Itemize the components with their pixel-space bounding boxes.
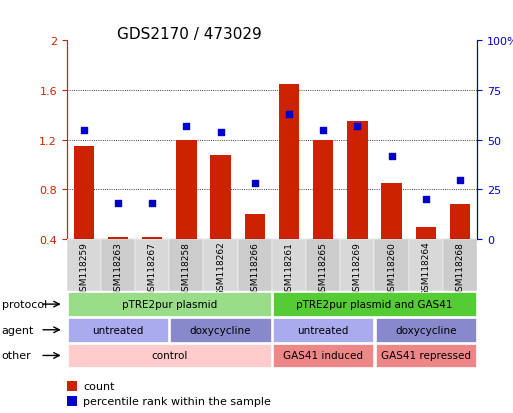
Bar	[376, 318, 476, 342]
Bar	[238, 240, 272, 291]
Bar	[68, 318, 168, 342]
Text: GSM118267: GSM118267	[148, 241, 156, 296]
Point	[80, 127, 88, 134]
Text: GSM118259: GSM118259	[80, 241, 88, 296]
Text: pTRE2pur plasmid and GAS41: pTRE2pur plasmid and GAS41	[296, 299, 453, 309]
Text: GSM118264: GSM118264	[421, 241, 430, 296]
Bar	[170, 318, 271, 342]
Text: control: control	[151, 351, 187, 361]
Point	[422, 197, 430, 203]
Bar	[142, 237, 163, 240]
Text: protocol: protocol	[2, 299, 47, 309]
Bar	[73, 147, 94, 240]
Text: GDS2170 / 473029: GDS2170 / 473029	[117, 27, 262, 42]
Bar	[306, 240, 340, 291]
Point	[216, 129, 225, 136]
Text: pTRE2pur plasmid: pTRE2pur plasmid	[122, 299, 217, 309]
Bar	[169, 240, 204, 291]
Bar	[313, 140, 333, 240]
Text: GSM118263: GSM118263	[113, 241, 123, 296]
Bar	[273, 318, 373, 342]
Bar	[376, 344, 476, 368]
Point	[182, 123, 190, 130]
Point	[456, 177, 464, 183]
Text: GSM118258: GSM118258	[182, 241, 191, 296]
Point	[251, 181, 259, 188]
Text: agent: agent	[2, 325, 34, 335]
Bar	[273, 292, 476, 316]
Text: GAS41 induced: GAS41 induced	[283, 351, 363, 361]
Bar	[416, 227, 436, 240]
Bar	[67, 396, 77, 406]
Bar	[67, 381, 77, 391]
Bar	[135, 240, 169, 291]
Text: percentile rank within the sample: percentile rank within the sample	[83, 396, 271, 406]
Bar	[204, 240, 238, 291]
Bar	[108, 237, 128, 240]
Point	[387, 153, 396, 159]
Bar	[381, 184, 402, 240]
Bar	[409, 240, 443, 291]
Bar	[340, 240, 374, 291]
Text: GSM118269: GSM118269	[353, 241, 362, 296]
Bar	[68, 292, 271, 316]
Point	[114, 201, 122, 207]
Bar	[374, 240, 409, 291]
Bar	[272, 240, 306, 291]
Text: doxycycline: doxycycline	[395, 325, 457, 335]
Point	[353, 123, 362, 130]
Point	[148, 201, 156, 207]
Text: GSM118265: GSM118265	[319, 241, 328, 296]
Bar	[176, 140, 196, 240]
Bar	[443, 240, 477, 291]
Bar	[101, 240, 135, 291]
Bar	[68, 344, 271, 368]
Text: GSM118261: GSM118261	[285, 241, 293, 296]
Bar	[347, 122, 368, 240]
Bar	[245, 215, 265, 240]
Text: GAS41 repressed: GAS41 repressed	[381, 351, 471, 361]
Text: GSM118260: GSM118260	[387, 241, 396, 296]
Point	[285, 112, 293, 118]
Text: GSM118268: GSM118268	[456, 241, 464, 296]
Text: other: other	[2, 351, 31, 361]
Point	[319, 127, 327, 134]
Bar	[450, 205, 470, 240]
Bar	[273, 344, 373, 368]
Bar	[279, 85, 299, 240]
Bar	[210, 155, 231, 240]
Text: count: count	[83, 381, 114, 391]
Text: untreated: untreated	[298, 325, 349, 335]
Bar	[67, 240, 101, 291]
Text: doxycycline: doxycycline	[190, 325, 251, 335]
Text: GSM118262: GSM118262	[216, 241, 225, 296]
Text: untreated: untreated	[92, 325, 144, 335]
Text: GSM118266: GSM118266	[250, 241, 259, 296]
